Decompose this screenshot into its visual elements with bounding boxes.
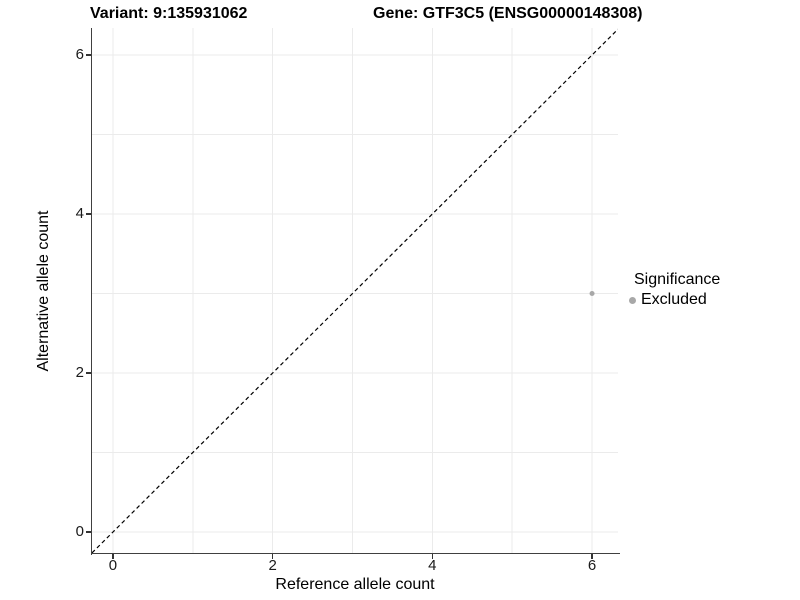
data-point bbox=[589, 291, 595, 297]
x-tick-mark bbox=[591, 554, 593, 559]
x-axis-line bbox=[90, 552, 620, 554]
y-tick-label: 6 bbox=[75, 46, 84, 64]
y-tick-mark bbox=[85, 531, 91, 533]
plot-title-variant: Variant: 9:135931062 bbox=[90, 5, 248, 22]
identity-line bbox=[91, 28, 619, 554]
x-tick-mark bbox=[271, 554, 274, 559]
plot-panel bbox=[91, 28, 619, 554]
legend: Significance Excluded bbox=[627, 271, 720, 309]
plot-layers bbox=[91, 28, 619, 554]
y-tick-mark bbox=[85, 213, 91, 215]
plot-title-gene: Gene: GTF3C5 (ENSG00000148308) bbox=[373, 5, 643, 22]
y-axis-title: Alternative allele count bbox=[35, 210, 52, 372]
x-tick-label: 4 bbox=[428, 557, 437, 574]
x-tick-label: 2 bbox=[268, 557, 277, 574]
x-tick-mark bbox=[431, 554, 434, 559]
legend-item-excluded: Excluded bbox=[627, 291, 720, 309]
x-tick-mark bbox=[112, 554, 114, 559]
legend-item-label: Excluded bbox=[641, 291, 707, 308]
y-tick-mark bbox=[85, 54, 91, 56]
y-tick-label: 2 bbox=[75, 364, 84, 382]
y-axis-line bbox=[90, 28, 92, 555]
x-axis-title: Reference allele count bbox=[275, 576, 435, 593]
x-tick-label: 0 bbox=[108, 557, 118, 574]
legend-title: Significance bbox=[634, 271, 721, 288]
y-tick-label: 0 bbox=[75, 523, 84, 540]
y-tick-label: 4 bbox=[75, 205, 84, 223]
x-tick-label: 6 bbox=[587, 557, 597, 574]
y-tick-mark bbox=[85, 372, 91, 374]
legend-key-dot bbox=[629, 296, 636, 304]
